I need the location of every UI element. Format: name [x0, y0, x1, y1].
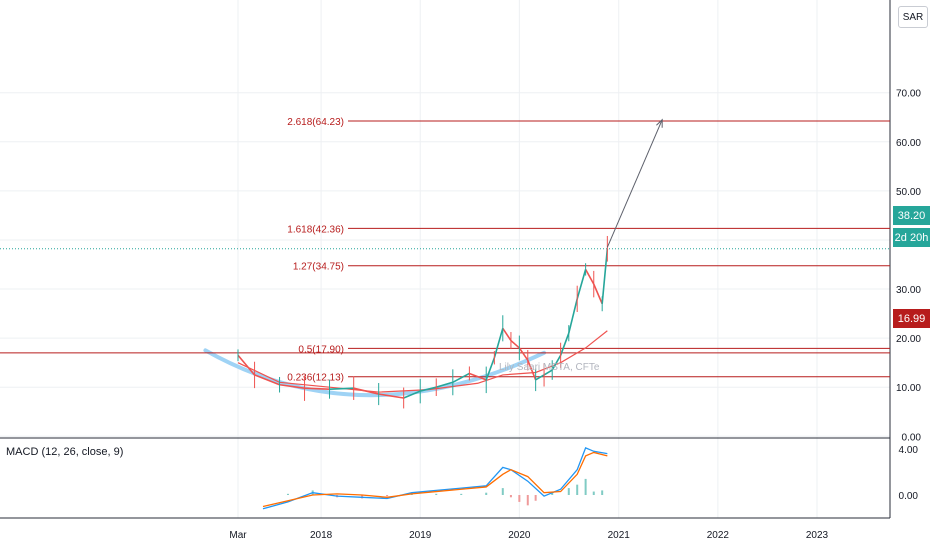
- arrow-shaft: [606, 119, 663, 248]
- macd-histogram-bar: [518, 495, 521, 502]
- price-axis[interactable]: 0.0010.0020.0030.0040.0050.0060.0070.008…: [896, 10, 921, 502]
- macd-histogram-bar: [567, 488, 570, 495]
- macd-axis-tick: 4.00: [899, 445, 919, 456]
- price-segment: [502, 327, 512, 342]
- price-segment: [593, 283, 603, 305]
- macd-histogram-bar: [601, 490, 604, 495]
- price-segment: [436, 381, 454, 388]
- price-segment: [469, 372, 487, 381]
- chart-grid: [0, 0, 890, 518]
- time-axis-tick: 2020: [508, 530, 531, 541]
- price-segment: [237, 354, 256, 376]
- macd-histogram-bar: [534, 495, 537, 501]
- price-axis-tick: 60.00: [896, 138, 921, 149]
- macd-histogram-bar: [584, 478, 587, 495]
- price-segment: [329, 387, 354, 390]
- price-segment: [493, 328, 504, 358]
- cup-arc: [203, 348, 547, 398]
- macd-histogram-bar: [592, 491, 595, 495]
- time-axis-tick: 2019: [409, 530, 432, 541]
- price-axis-tick: 0.00: [902, 432, 922, 443]
- macd-indicator-title[interactable]: MACD (12, 26, close, 9): [6, 446, 124, 458]
- projection-arrow[interactable]: [606, 118, 663, 248]
- macd-panel: [262, 446, 608, 510]
- price-segment: [568, 298, 578, 334]
- price-segment: [279, 383, 305, 389]
- price-segment: [378, 393, 404, 399]
- last-price-tag: 38.20: [893, 206, 930, 225]
- macd-axis-tick: 0.00: [899, 491, 919, 502]
- price-segment: [304, 387, 330, 390]
- time-axis-tick: 2021: [608, 530, 631, 541]
- price-segment: [420, 386, 437, 392]
- price-segment: [403, 390, 421, 399]
- macd-histogram-bar: [435, 493, 438, 495]
- price-axis-tick: 20.00: [896, 334, 921, 345]
- price-segment: [551, 354, 562, 371]
- hline-price-tag: 16.99: [893, 309, 930, 328]
- price-segment: [535, 374, 545, 381]
- time-axis-tick: Mar: [229, 530, 247, 541]
- cup-pattern-arc: [203, 348, 547, 398]
- author-watermark: Lily Saari MSTA, CFTe: [499, 362, 600, 373]
- macd-histogram-bar: [509, 495, 512, 498]
- fib-level-label: 0.5(17.90): [298, 344, 344, 355]
- macd-histogram-bar: [576, 484, 579, 495]
- macd-histogram-bar: [286, 493, 289, 495]
- signal-line: [262, 451, 608, 508]
- time-axis-tick: 2022: [707, 530, 730, 541]
- price-segment: [601, 248, 609, 304]
- price-segment: [527, 359, 537, 381]
- fib-level-label: 2.618(64.23): [287, 117, 344, 128]
- macd-histogram-bar: [501, 488, 504, 495]
- price-segment: [510, 339, 520, 349]
- macd-line: [262, 446, 608, 510]
- price-segment: [254, 374, 280, 386]
- price-segment: [559, 332, 570, 356]
- fib-level-label: 1.618(42.36): [287, 224, 344, 235]
- price-axis-tick: 30.00: [896, 285, 921, 296]
- macd-histogram-bar: [485, 492, 488, 495]
- macd-histogram-bar: [460, 493, 463, 495]
- price-series: [237, 235, 609, 409]
- price-axis-tick: 70.00: [896, 89, 921, 100]
- ma-line: [237, 330, 608, 393]
- price-axis-tick: 50.00: [896, 187, 921, 198]
- bar-countdown-tag: 2d 20h: [893, 228, 930, 247]
- macd-histogram-bar: [551, 492, 554, 495]
- time-axis-tick: 2023: [806, 530, 829, 541]
- price-segment: [518, 347, 529, 361]
- price-segment: [584, 269, 595, 285]
- time-axis[interactable]: Mar 2018 2019 2020 2021 2022 2023: [229, 530, 828, 541]
- price-segment: [452, 372, 470, 383]
- currency-label[interactable]: SAR: [898, 6, 928, 28]
- price-segment: [485, 357, 496, 381]
- price-segment: [576, 269, 587, 300]
- macd-histogram-bar: [386, 495, 389, 497]
- panel-separator: [0, 0, 891, 519]
- horizontal-price-line[interactable]: [0, 248, 890, 354]
- fib-level-label: 0.236(12.13): [287, 373, 344, 384]
- fib-extension-levels[interactable]: 2.618(64.23) 1.618(42.36) 1.27(34.75) 0.5(1…: [287, 117, 890, 384]
- price-segment: [543, 369, 553, 376]
- time-axis-tick: 2018: [310, 530, 333, 541]
- fib-level-label: 1.27(34.75): [293, 262, 344, 273]
- price-segment: [353, 387, 379, 395]
- macd-histogram-bar: [526, 495, 529, 506]
- moving-average-series: [237, 330, 608, 393]
- arrow-head: [656, 118, 663, 128]
- price-axis-tick: 10.00: [896, 383, 921, 394]
